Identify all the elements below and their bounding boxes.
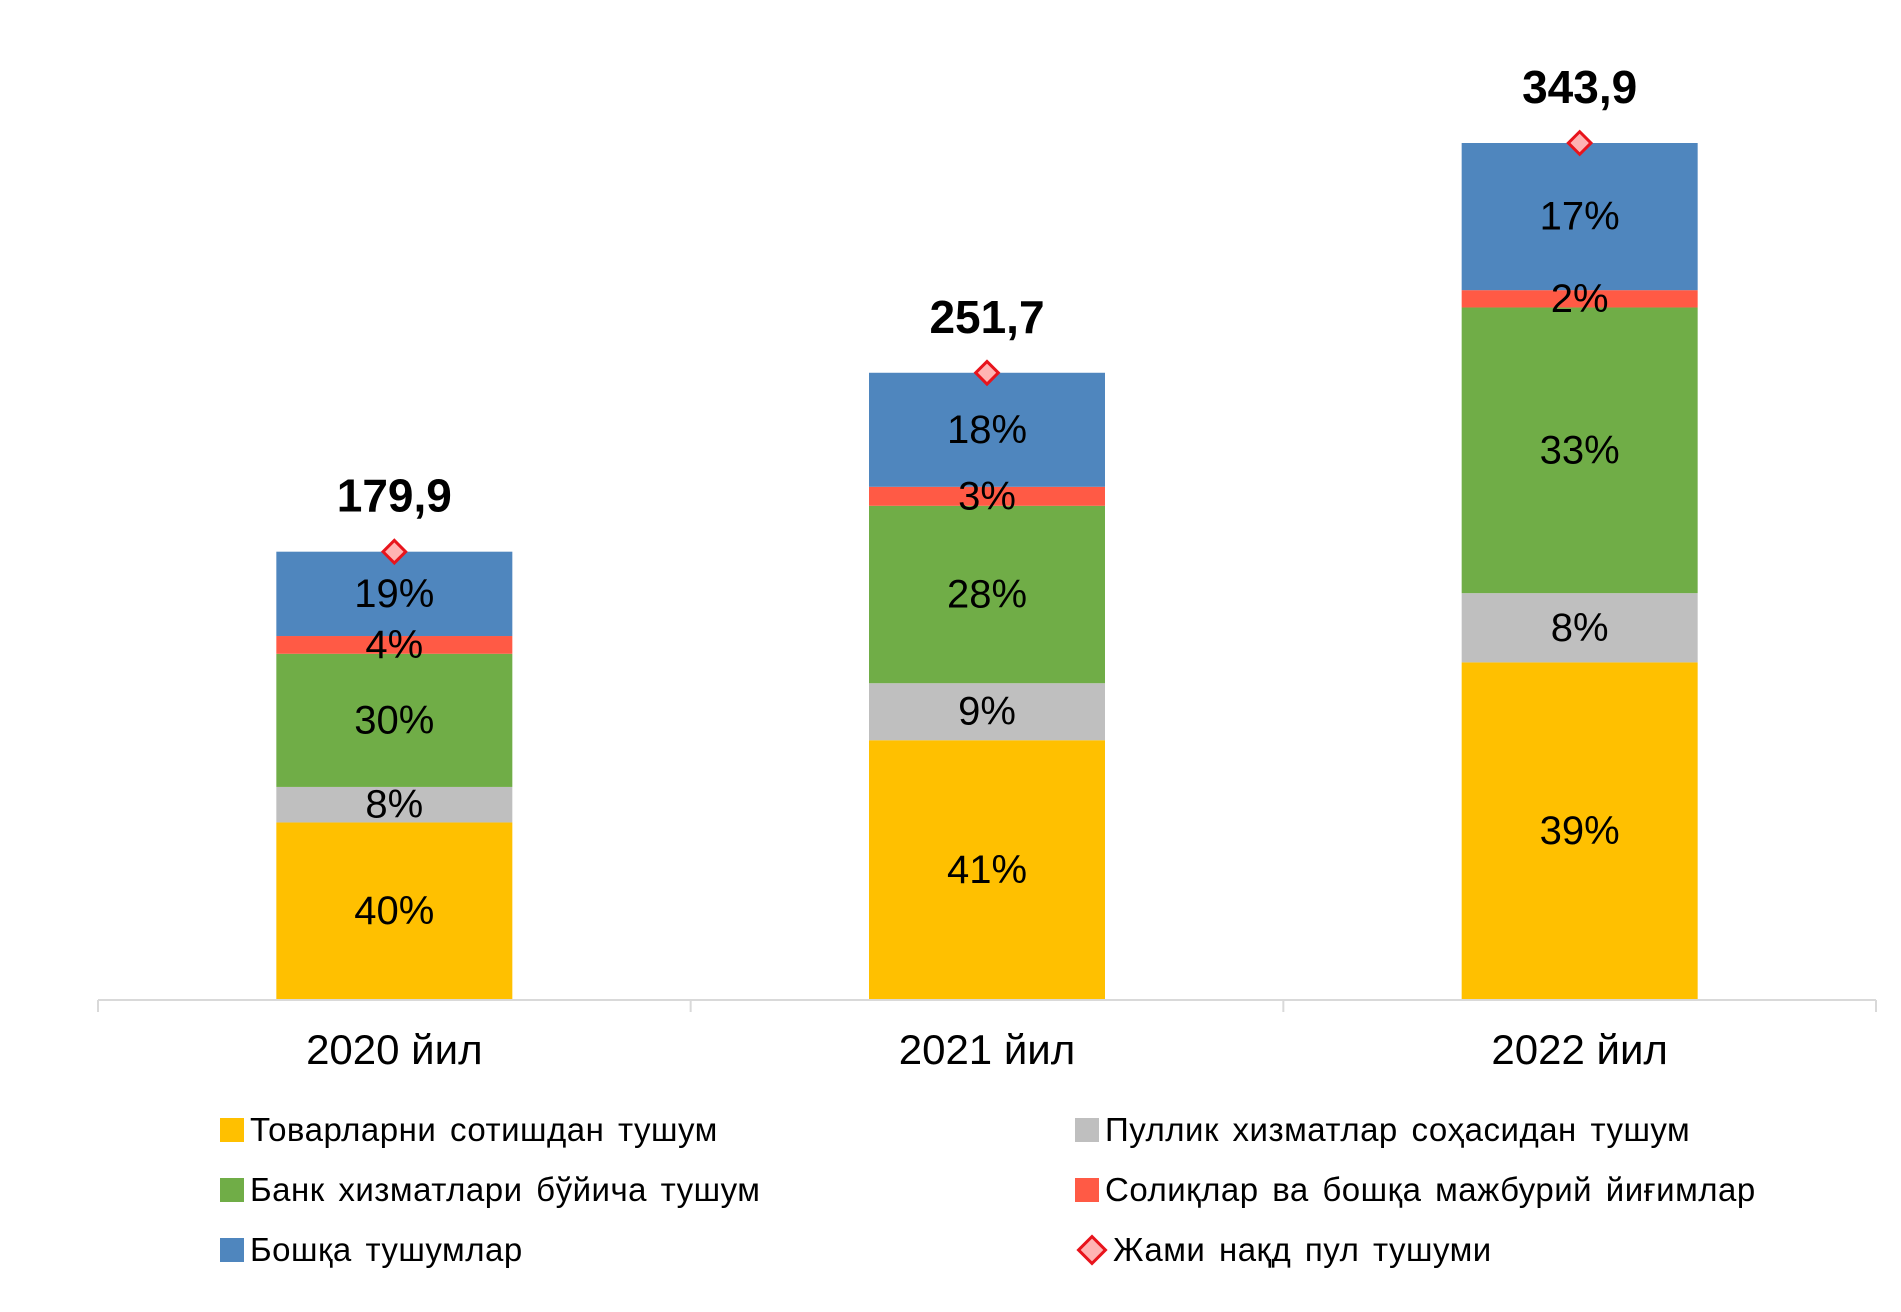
data-label: 41% bbox=[947, 848, 1027, 892]
legend-swatch-bank-services bbox=[220, 1178, 244, 1202]
bar-segment bbox=[1461, 143, 1698, 291]
total-label: 343,9 bbox=[1522, 61, 1637, 113]
data-label: 19% bbox=[354, 572, 434, 616]
total-label: 179,9 bbox=[337, 470, 452, 522]
data-label: 30% bbox=[354, 698, 434, 742]
x-tick-label: 2021 йил bbox=[899, 1026, 1076, 1073]
data-label: 17% bbox=[1540, 195, 1620, 239]
bar-segment bbox=[276, 551, 513, 637]
legend-item-total: Жами нақд пул тушуми bbox=[1075, 1225, 1492, 1275]
bar-segment bbox=[1461, 307, 1698, 594]
legend-swatch-paid-services bbox=[1075, 1118, 1099, 1142]
bar-segment bbox=[869, 740, 1105, 1000]
data-label: 39% bbox=[1540, 809, 1620, 853]
data-label: 8% bbox=[365, 783, 423, 827]
data-label: 9% bbox=[958, 690, 1016, 734]
total-marker bbox=[1566, 129, 1594, 157]
total-markers-layer bbox=[380, 129, 1594, 566]
data-labels-layer: 40% 8% 30% 4% 19% 179,9 41% 9% 28% 3% 18% 251,7 39% 8… bbox=[337, 61, 1637, 933]
stacked-bar-chart: 2020 йил 2021 йил 2022 йил 40% 8% 30% 4% 19% 17… bbox=[97, 61, 1877, 1073]
bar-segment bbox=[869, 372, 1105, 487]
total-marker bbox=[973, 359, 1001, 387]
legend-diamond-icon bbox=[1076, 1234, 1108, 1266]
legend-item-other-receipts: Бошқа тушумлар bbox=[220, 1225, 523, 1275]
total-label: 251,7 bbox=[929, 291, 1044, 343]
bar-segment bbox=[1461, 593, 1698, 663]
legend-label-bank-services: Банк хизматлари бўйича тушум bbox=[250, 1171, 761, 1208]
bar-segment bbox=[276, 822, 513, 1000]
legend-item-paid-services: Пуллик хизматлар соҳасидан тушум bbox=[1075, 1105, 1690, 1155]
bar-segment bbox=[1461, 662, 1698, 1000]
bar-segment bbox=[276, 786, 513, 823]
data-label: 28% bbox=[947, 573, 1027, 617]
total-marker bbox=[380, 538, 408, 566]
x-axis: 2020 йил 2021 йил 2022 йил bbox=[97, 999, 1877, 1073]
x-tick-label: 2022 йил bbox=[1491, 1026, 1668, 1073]
bar-segment bbox=[1461, 290, 1698, 308]
legend-swatch-other-receipts bbox=[220, 1238, 244, 1262]
legend-label-total: Жами нақд пул тушуми bbox=[1113, 1231, 1492, 1268]
bars-layer bbox=[276, 143, 1698, 1000]
data-label: 3% bbox=[958, 474, 1016, 518]
bar-segment bbox=[869, 486, 1105, 506]
bar-segment bbox=[276, 636, 513, 654]
legend-label-goods-sales: Товарларни сотишдан тушум bbox=[250, 1111, 718, 1148]
bar-segment bbox=[869, 505, 1105, 684]
legend-item-goods-sales: Товарларни сотишдан тушум bbox=[220, 1105, 718, 1155]
legend-label-other-receipts: Бошқа тушумлар bbox=[250, 1231, 523, 1268]
legend-swatch-goods-sales bbox=[220, 1118, 244, 1142]
data-label: 18% bbox=[947, 408, 1027, 452]
data-label: 33% bbox=[1540, 428, 1620, 472]
legend-label-paid-services: Пуллик хизматлар соҳасидан тушум bbox=[1105, 1111, 1691, 1148]
x-tick-label: 2020 йил bbox=[306, 1026, 483, 1073]
legend-swatch-taxes bbox=[1075, 1178, 1099, 1202]
bar-segment bbox=[869, 683, 1105, 741]
data-label: 40% bbox=[354, 889, 434, 933]
data-label: 2% bbox=[1551, 277, 1609, 321]
bar-segment bbox=[276, 653, 513, 787]
data-label: 8% bbox=[1551, 606, 1609, 650]
legend-item-taxes: Солиқлар ва бошқа мажбурий йиғимлар bbox=[1075, 1165, 1756, 1215]
legend-label-taxes: Солиқлар ва бошқа мажбурий йиғимлар bbox=[1105, 1171, 1756, 1208]
legend-item-bank-services: Банк хизматлари бўйича тушум bbox=[220, 1165, 760, 1215]
data-label: 4% bbox=[365, 623, 423, 667]
